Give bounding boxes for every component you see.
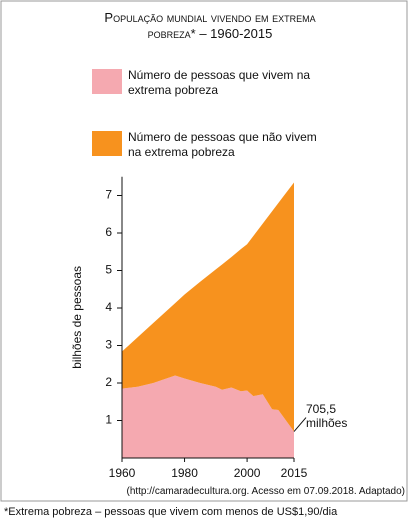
footnote: *Extrema pobreza – pessoas que vivem com…: [4, 506, 338, 518]
legend-swatch: [92, 131, 122, 156]
x-tick-label: 2015: [281, 466, 308, 480]
chart-title: População mundial vivendo em extrema pob…: [104, 10, 316, 41]
area: [122, 375, 294, 458]
annotation-line: [293, 417, 307, 432]
y-tick-label: 5: [105, 263, 112, 277]
value-label: 705,5 milhões: [306, 401, 348, 430]
legend-swatch: [92, 69, 122, 94]
x-tick-label: 1980: [171, 466, 198, 480]
area: [122, 182, 294, 432]
y-tick-label: 6: [105, 225, 112, 239]
y-tick-label: 1: [105, 413, 112, 427]
legend-label: Número de pessoas que vivem na extrema p…: [128, 68, 311, 97]
y-tick-label: 2: [105, 375, 112, 389]
y-tick-label: 4: [105, 300, 112, 314]
x-tick-label: 1960: [109, 466, 136, 480]
y-tick-label: 7: [105, 188, 112, 202]
frame: [0, 0, 408, 502]
y-tick-label: 3: [105, 338, 112, 352]
source: (http://camaradecultura.org. Acesso em 0…: [126, 486, 405, 497]
legend-label: Número de pessoas que não vivem na extre…: [128, 130, 317, 159]
x-tick-label: 2000: [234, 466, 261, 480]
y-axis-label: bilhões de pessoas: [70, 266, 84, 369]
